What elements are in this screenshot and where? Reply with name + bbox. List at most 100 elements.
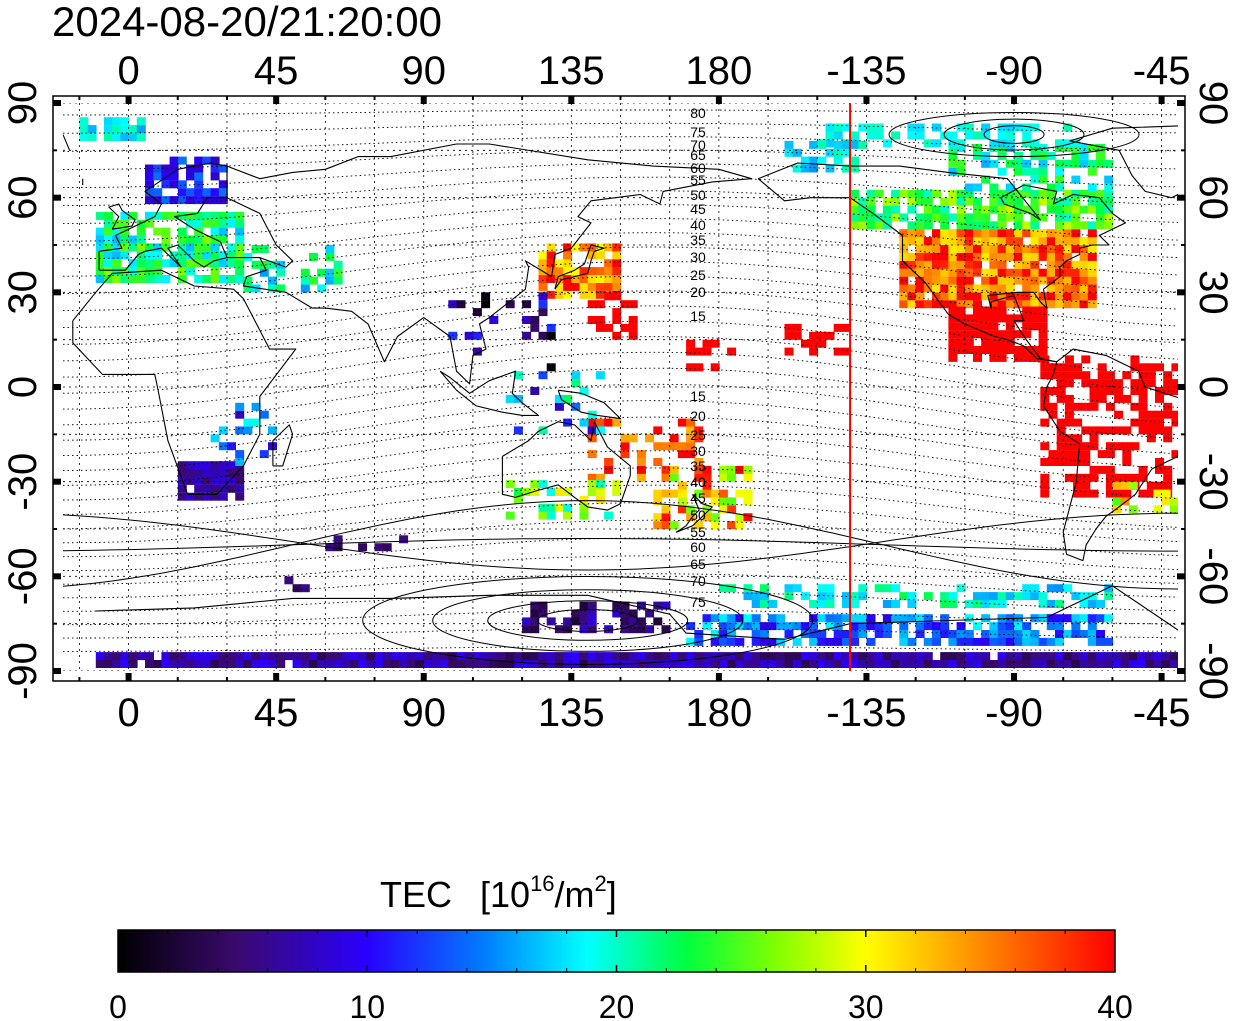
tec-cell	[1063, 237, 1073, 246]
tec-cell	[145, 243, 154, 252]
tec-cell	[177, 469, 187, 477]
lat-tick-label-right: 0	[1191, 376, 1235, 398]
tec-cell	[1022, 183, 1032, 192]
lon-tick-label-top: -90	[985, 49, 1043, 93]
tec-cell	[825, 139, 835, 148]
tec-cell	[800, 156, 810, 165]
contour-ring	[487, 600, 689, 641]
tec-cell	[866, 637, 876, 646]
tec-cell	[341, 660, 351, 668]
tec-cell	[694, 489, 704, 498]
tec-cell	[1073, 489, 1083, 498]
tec-cell	[792, 622, 802, 631]
contour-label-south: 20	[690, 408, 706, 424]
tec-cell	[169, 259, 179, 268]
tec-cell	[1146, 363, 1156, 372]
tec-cell	[1022, 131, 1032, 140]
tec-cell	[989, 144, 999, 152]
tec-cell	[1130, 442, 1140, 451]
tec-cell	[145, 652, 154, 661]
tec-cell	[161, 164, 171, 173]
tec-cell	[1105, 473, 1115, 482]
tec-cell	[743, 513, 753, 522]
tec-cell	[694, 426, 704, 435]
tec-cell	[218, 492, 228, 501]
tec-cell	[743, 614, 753, 623]
tec-cell	[399, 535, 409, 544]
tec-cell	[218, 469, 228, 477]
tec-cell	[1005, 338, 1015, 347]
tec-cell	[1055, 139, 1064, 148]
tec-cell	[981, 252, 991, 261]
tec-cell	[1138, 387, 1148, 395]
tec-cell	[1040, 363, 1050, 372]
tec-cell	[1056, 387, 1066, 395]
tec-cell	[1112, 660, 1122, 668]
tec-cell	[1030, 314, 1040, 323]
tec-cell	[169, 180, 179, 189]
tec-cell	[989, 260, 999, 269]
tec-cell	[1097, 371, 1107, 380]
tec-cell	[866, 189, 876, 198]
tec-cell	[563, 259, 573, 268]
tec-cell	[1122, 371, 1132, 380]
contour-ring	[362, 576, 814, 666]
tec-cell	[1071, 300, 1081, 309]
tec-cell	[202, 492, 212, 501]
tec-cell	[948, 197, 958, 206]
tec-cell	[227, 219, 236, 228]
contour-line	[63, 591, 1178, 612]
tec-cell	[997, 197, 1007, 206]
lon-tick-label-top: 45	[254, 49, 299, 93]
tec-cell	[1087, 167, 1097, 176]
tec-cell	[1030, 175, 1040, 184]
tec-cell	[194, 172, 204, 181]
tec-cell	[530, 480, 540, 489]
contour-ring	[888, 112, 1140, 158]
tec-cell	[1022, 221, 1032, 230]
tec-cell	[128, 133, 138, 141]
tec-cell	[210, 172, 220, 181]
tec-cell	[579, 652, 589, 661]
tec-cell	[727, 630, 737, 638]
tec-cell	[79, 117, 89, 126]
tec-cell	[1163, 473, 1173, 482]
tec-cell	[718, 637, 728, 646]
tec-cell	[505, 652, 515, 661]
tec-cell	[538, 511, 548, 520]
tec-cell	[661, 601, 671, 610]
tec-cell	[530, 323, 540, 332]
tec-cell	[120, 235, 130, 244]
tec-cell	[669, 473, 679, 482]
tec-cell	[587, 426, 597, 435]
tec-cell	[1030, 306, 1040, 315]
tec-cell	[251, 402, 261, 411]
tec-cell	[210, 660, 220, 668]
tec-cell	[276, 660, 286, 668]
tec-cell	[390, 652, 400, 661]
tec-cell	[1022, 260, 1032, 269]
tec-cell	[973, 306, 982, 315]
tec-cell	[251, 652, 261, 661]
tec-cell	[1096, 151, 1105, 160]
tec-cell	[866, 221, 876, 230]
tec-cell	[579, 503, 589, 512]
tec-cell	[538, 275, 548, 283]
tec-cell	[595, 290, 605, 299]
tec-cell	[1138, 363, 1148, 372]
tec-cell	[899, 614, 909, 623]
tec-cell	[1137, 652, 1146, 661]
tec-cell	[579, 243, 589, 252]
tec-cell	[268, 260, 277, 269]
tec-cell	[1055, 245, 1064, 253]
tec-cell	[538, 609, 548, 618]
tec-cell	[563, 275, 573, 283]
tec-cell	[989, 637, 999, 646]
tec-cell	[973, 346, 982, 354]
tec-cell	[259, 260, 269, 269]
tec-cell	[1079, 592, 1089, 601]
tec-cell	[956, 622, 966, 631]
tec-cell	[710, 513, 720, 522]
tec-cell	[727, 505, 737, 514]
tec-cell	[1112, 652, 1122, 661]
